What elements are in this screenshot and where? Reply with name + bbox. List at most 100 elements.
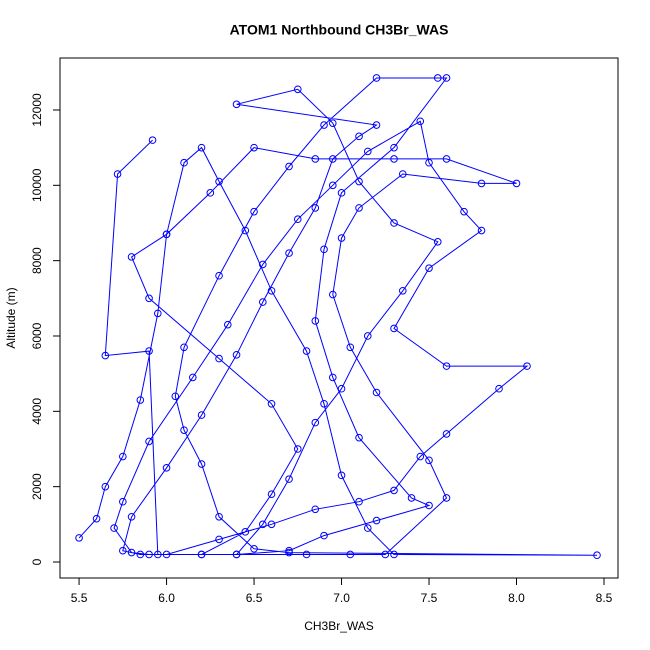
data-point: [101, 482, 110, 491]
x-tick-label: 7.0: [333, 591, 350, 605]
data-point: [320, 245, 328, 254]
data-point: [320, 399, 328, 408]
data-point: [512, 179, 521, 188]
data-point: [162, 464, 171, 472]
y-tick-label: 8000: [30, 247, 44, 274]
y-tick-label: 2000: [30, 473, 44, 500]
x-axis-label: CH3Br_WAS: [304, 619, 374, 633]
data-point: [390, 550, 398, 559]
y-tick-label: 6000: [30, 322, 44, 349]
data-point: [154, 309, 162, 318]
data-point: [110, 524, 118, 532]
data-point: [311, 418, 320, 427]
data-point: [113, 170, 122, 178]
data-point: [328, 181, 337, 190]
data-point: [197, 460, 206, 468]
data-point: [154, 550, 162, 559]
data-point: [145, 347, 153, 355]
data-point: [425, 264, 433, 272]
x-tick-label: 6.0: [158, 591, 175, 605]
data-point: [241, 528, 250, 536]
data-point: [495, 384, 503, 393]
x-tick-label: 7.5: [421, 591, 438, 605]
data-point: [119, 497, 127, 506]
data-point: [390, 324, 398, 333]
data-point: [293, 215, 302, 224]
y-tick-label: 0: [30, 558, 44, 565]
data-point: [267, 399, 276, 408]
data-point: [101, 351, 110, 360]
data-point: [425, 158, 433, 167]
data-line: [78, 77, 598, 556]
data-point: [416, 452, 425, 461]
data-point: [197, 411, 206, 419]
data-point: [311, 155, 320, 163]
data-point: [460, 207, 468, 216]
data-point: [328, 373, 337, 382]
y-tick-label: 10000: [30, 168, 44, 202]
data-point: [302, 550, 311, 559]
data-point: [75, 534, 83, 542]
data-point: [197, 550, 206, 559]
data-point: [119, 452, 127, 461]
data-point: [398, 170, 407, 178]
x-tick-label: 6.5: [246, 591, 263, 605]
data-point: [189, 373, 197, 382]
data-point: [477, 179, 486, 188]
data-point: [285, 162, 293, 171]
data-point: [442, 430, 451, 438]
data-point: [197, 143, 206, 152]
data-point: [311, 204, 320, 212]
data-point: [355, 132, 363, 141]
y-tick-label: 4000: [30, 398, 44, 425]
data-point: [302, 347, 311, 355]
x-tick-label: 5.5: [71, 591, 88, 605]
data-point: [442, 155, 451, 163]
data-point: [162, 230, 171, 239]
data-point: [92, 514, 101, 523]
data-point: [425, 456, 433, 465]
data-point: [311, 505, 320, 514]
data-point: [293, 85, 302, 94]
data-point: [355, 433, 363, 442]
data-point: [215, 512, 223, 521]
data-point: [477, 226, 486, 235]
data-point: [390, 219, 398, 227]
data-point: [145, 550, 153, 559]
data-point: [355, 497, 363, 506]
data-point: [250, 143, 258, 152]
y-tick-label: 12000: [30, 93, 44, 127]
data-point: [250, 545, 258, 553]
data-point: [442, 74, 451, 82]
data-point: [372, 74, 381, 82]
chart-title: ATOM1 Northbound CH3Br_WAS: [230, 22, 449, 38]
data-point: [250, 207, 258, 216]
data-point: [148, 136, 157, 144]
data-point: [433, 238, 442, 246]
data-point: [390, 155, 398, 163]
data-point: [224, 320, 232, 329]
data-point: [320, 121, 328, 129]
data-point: [258, 260, 267, 269]
data-point: [398, 286, 407, 295]
data-point: [372, 388, 381, 397]
data-point: [593, 551, 601, 560]
data-point: [355, 204, 363, 212]
data-point: [267, 490, 276, 498]
data-point: [328, 155, 337, 163]
data-point: [328, 119, 337, 127]
x-tick-label: 8.5: [596, 591, 613, 605]
data-point: [232, 550, 241, 559]
x-tick-label: 8.0: [508, 591, 525, 605]
data-point: [390, 143, 398, 152]
data-point: [442, 362, 451, 370]
data-point: [267, 286, 276, 295]
data-point: [127, 548, 136, 557]
data-point: [337, 471, 346, 480]
data-point: [293, 445, 302, 453]
data-point: [381, 550, 390, 559]
data-point: [328, 290, 337, 299]
data-point: [215, 271, 223, 280]
